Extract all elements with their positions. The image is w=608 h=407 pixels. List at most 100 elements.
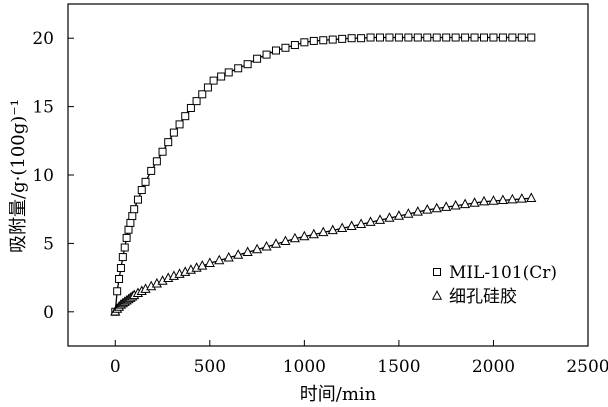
series-1-point <box>130 205 139 214</box>
x-tick-label: 500 <box>194 357 226 377</box>
series-2-point <box>478 195 490 206</box>
series-1-point <box>517 33 526 42</box>
x-tick-label: 1500 <box>377 357 420 377</box>
series-2-point <box>393 210 404 220</box>
series-1-point <box>290 41 299 50</box>
series-1-point <box>508 33 517 42</box>
data-markers <box>110 33 537 316</box>
series-1-point <box>133 195 142 204</box>
series-1-point <box>253 54 262 63</box>
series-2-point <box>318 226 329 237</box>
series-2-point <box>374 214 386 224</box>
series-1-point <box>169 128 178 137</box>
series-1-point <box>186 103 195 112</box>
x-tick-label: 2500 <box>566 357 608 377</box>
x-tick-label: 0 <box>110 357 121 377</box>
series-1-point <box>164 138 173 147</box>
series-1-point <box>319 36 328 45</box>
series-2-point <box>214 254 225 265</box>
series-1-point <box>126 218 135 227</box>
series-2-point <box>412 206 423 216</box>
series-1-point <box>423 33 432 42</box>
y-axis-label: 吸附量/g·(100g)⁻¹ <box>8 99 29 253</box>
y-tick-label: 20 <box>32 29 54 49</box>
series-2-point <box>223 251 234 262</box>
series-1-point <box>357 34 366 43</box>
series-2-point <box>261 240 272 251</box>
series-1-point <box>158 147 167 156</box>
series-1-point <box>181 112 190 121</box>
series-1-point <box>489 33 498 42</box>
series-1-point <box>120 243 129 252</box>
series-1-point <box>141 177 150 186</box>
series-1-point <box>192 97 201 106</box>
series-1-point <box>262 50 271 59</box>
series-1-point <box>470 33 479 42</box>
series-2-point <box>450 199 461 210</box>
series-2-point <box>299 230 310 241</box>
series-1-point <box>115 274 124 283</box>
y-tick-label: 5 <box>43 234 54 254</box>
series-1-point <box>203 83 212 92</box>
series-2-point <box>488 195 499 205</box>
y-tick-label: 10 <box>32 166 54 186</box>
series-2-point <box>356 218 367 228</box>
series-1-point <box>527 33 536 42</box>
series-2-point <box>431 202 442 213</box>
series-2-point <box>526 192 537 202</box>
series-2-point <box>460 198 471 209</box>
series-1-point <box>480 33 488 42</box>
series-2-point <box>204 257 215 267</box>
series-2-point <box>197 260 208 270</box>
series-1-point <box>209 76 218 85</box>
series-2-point <box>441 201 452 211</box>
y-axis-ticks: 0 5 10 15 20 <box>32 29 74 323</box>
series-1-point <box>281 43 290 52</box>
series-1-point <box>347 34 356 43</box>
series-2-point <box>507 193 518 204</box>
series-2-point <box>403 208 414 218</box>
series-1-point <box>376 33 384 42</box>
series-1-point <box>300 38 309 47</box>
series-1-point <box>442 33 451 42</box>
series-1-point <box>432 33 441 42</box>
x-tick-label: 2000 <box>472 357 515 377</box>
x-axis-label: 时间/min <box>300 384 377 405</box>
legend-marker-2 <box>431 290 443 300</box>
legend-label-2: 细孔硅胶 <box>449 287 517 307</box>
series-1-point <box>113 287 122 296</box>
series-1-point <box>152 157 161 166</box>
series-2-point <box>337 222 348 233</box>
series-2-point <box>280 235 291 246</box>
series-1-point <box>309 36 318 45</box>
series-1-point <box>338 34 347 43</box>
series-1-point <box>128 212 137 221</box>
series-1-point <box>116 264 125 273</box>
y-tick-label: 15 <box>32 98 54 118</box>
series-1-point <box>404 33 413 42</box>
series-1-point <box>451 33 460 42</box>
series-2-point <box>346 220 357 230</box>
legend-label-1: MIL-101(Cr) <box>449 263 557 283</box>
series-2-point <box>384 212 395 222</box>
series-2-point <box>497 194 508 205</box>
series-2-point <box>469 197 480 207</box>
series-1-point <box>224 68 233 77</box>
series-1-point <box>118 253 127 262</box>
series-2-point <box>233 249 244 259</box>
series-1-point <box>122 233 131 242</box>
series-2-point <box>365 216 376 226</box>
series-2-point <box>270 238 282 248</box>
series-1-point <box>385 33 394 42</box>
y-tick-label: 0 <box>43 303 54 323</box>
series-1-point <box>234 64 243 73</box>
series-1-point <box>175 120 184 129</box>
series-1-point <box>198 90 207 99</box>
series-1-point <box>498 33 507 42</box>
series-1-point <box>413 33 422 42</box>
series-1-point <box>243 60 252 69</box>
series-1-point <box>461 33 470 42</box>
series-2-point <box>289 232 300 243</box>
series-2-point <box>327 224 338 235</box>
